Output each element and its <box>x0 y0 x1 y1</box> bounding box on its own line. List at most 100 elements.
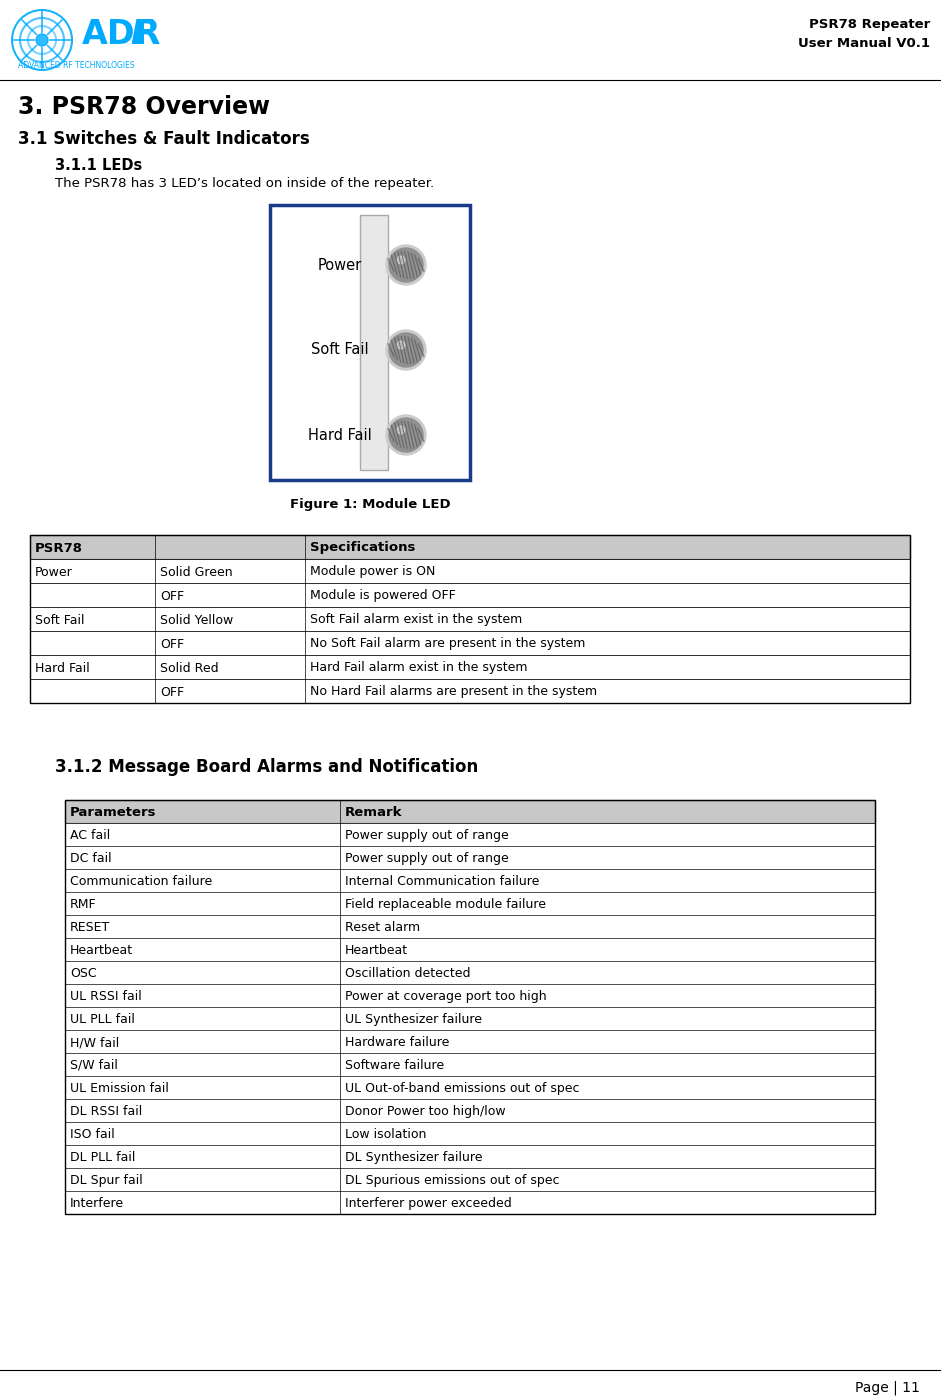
Text: Page | 11: Page | 11 <box>855 1381 920 1395</box>
Circle shape <box>389 418 423 452</box>
Text: Hard Fail: Hard Fail <box>308 428 372 443</box>
Text: Low isolation: Low isolation <box>345 1128 426 1141</box>
Text: OFF: OFF <box>160 590 184 603</box>
Circle shape <box>397 341 405 350</box>
Bar <box>65 870 875 892</box>
Circle shape <box>389 247 423 282</box>
Text: Hard Fail alarm exist in the system: Hard Fail alarm exist in the system <box>310 661 528 674</box>
Text: Heartbeat: Heartbeat <box>345 944 408 958</box>
Text: ISO fail: ISO fail <box>70 1128 115 1141</box>
Text: PSR78 Repeater
User Manual V0.1: PSR78 Repeater User Manual V0.1 <box>798 18 930 50</box>
Bar <box>65 846 875 870</box>
Text: UL Out-of-band emissions out of spec: UL Out-of-band emissions out of spec <box>345 1082 580 1095</box>
Text: OSC: OSC <box>70 967 97 980</box>
Text: Reset alarm: Reset alarm <box>345 921 420 934</box>
Text: PSR78: PSR78 <box>35 541 83 555</box>
Circle shape <box>397 426 405 433</box>
Text: Solid Red: Solid Red <box>160 661 218 674</box>
Text: Internal Communication failure: Internal Communication failure <box>345 875 539 888</box>
Text: RESET: RESET <box>70 921 110 934</box>
Bar <box>30 607 910 630</box>
Text: 3.1.1 LEDs: 3.1.1 LEDs <box>55 158 142 173</box>
Text: Heartbeat: Heartbeat <box>70 944 133 958</box>
Circle shape <box>389 333 423 368</box>
Text: Power: Power <box>318 257 362 273</box>
Text: Hardware failure: Hardware failure <box>345 1036 450 1048</box>
Text: H/W fail: H/W fail <box>70 1036 120 1048</box>
Text: Interferer power exceeded: Interferer power exceeded <box>345 1197 512 1211</box>
Text: Power supply out of range: Power supply out of range <box>345 829 509 842</box>
Text: DC fail: DC fail <box>70 851 112 865</box>
Text: DL Spur fail: DL Spur fail <box>70 1174 143 1187</box>
Text: 3. PSR78 Overview: 3. PSR78 Overview <box>18 95 270 119</box>
Bar <box>65 1123 875 1145</box>
Text: UL Emission fail: UL Emission fail <box>70 1082 168 1095</box>
Bar <box>30 679 910 703</box>
Text: Module power is ON: Module power is ON <box>310 566 436 579</box>
Bar <box>65 1145 875 1167</box>
Circle shape <box>36 34 48 46</box>
Circle shape <box>386 415 426 454</box>
Text: DL PLL fail: DL PLL fail <box>70 1151 136 1165</box>
Text: Software failure: Software failure <box>345 1060 444 1072</box>
Bar <box>65 1030 875 1053</box>
Text: No Hard Fail alarms are present in the system: No Hard Fail alarms are present in the s… <box>310 685 598 699</box>
Bar <box>65 823 875 846</box>
Text: The PSR78 has 3 LED’s located on inside of the repeater.: The PSR78 has 3 LED’s located on inside … <box>55 178 434 190</box>
Bar <box>65 938 875 960</box>
Text: Field replaceable module failure: Field replaceable module failure <box>345 898 546 911</box>
Bar <box>65 892 875 916</box>
Text: Power: Power <box>35 566 72 579</box>
Text: Power at coverage port too high: Power at coverage port too high <box>345 990 547 1002</box>
Text: UL Synthesizer failure: UL Synthesizer failure <box>345 1014 482 1026</box>
Text: Remark: Remark <box>345 807 403 819</box>
Bar <box>65 960 875 984</box>
Bar <box>65 1053 875 1076</box>
Bar <box>65 1099 875 1123</box>
Text: ADR: ADR <box>82 18 161 52</box>
Text: Communication failure: Communication failure <box>70 875 213 888</box>
Text: No Soft Fail alarm are present in the system: No Soft Fail alarm are present in the sy… <box>310 637 585 650</box>
Text: Figure 1: Module LED: Figure 1: Module LED <box>290 498 451 512</box>
Bar <box>65 1167 875 1191</box>
Text: F: F <box>130 18 152 52</box>
Text: RMF: RMF <box>70 898 97 911</box>
Text: DL RSSI fail: DL RSSI fail <box>70 1104 142 1118</box>
Text: Module is powered OFF: Module is powered OFF <box>310 590 455 603</box>
Circle shape <box>397 256 405 264</box>
Text: Soft Fail: Soft Fail <box>35 614 85 626</box>
Bar <box>65 984 875 1007</box>
Text: DL Spurious emissions out of spec: DL Spurious emissions out of spec <box>345 1174 560 1187</box>
Text: Interfere: Interfere <box>70 1197 124 1211</box>
Bar <box>65 1076 875 1099</box>
Text: Specifications: Specifications <box>310 541 415 555</box>
Text: Donor Power too high/low: Donor Power too high/low <box>345 1104 505 1118</box>
Bar <box>30 559 910 583</box>
Text: UL PLL fail: UL PLL fail <box>70 1014 135 1026</box>
Text: Solid Yellow: Solid Yellow <box>160 614 233 626</box>
Text: OFF: OFF <box>160 637 184 650</box>
Text: Parameters: Parameters <box>70 807 156 819</box>
Bar <box>30 656 910 679</box>
Bar <box>65 800 875 823</box>
Text: Power supply out of range: Power supply out of range <box>345 851 509 865</box>
Bar <box>65 916 875 938</box>
Text: ADVANCED RF TECHNOLOGIES: ADVANCED RF TECHNOLOGIES <box>18 60 135 70</box>
Text: DL Synthesizer failure: DL Synthesizer failure <box>345 1151 483 1165</box>
Text: Solid Green: Solid Green <box>160 566 232 579</box>
Bar <box>65 1191 875 1213</box>
Bar <box>30 535 910 559</box>
Bar <box>30 535 910 703</box>
Bar <box>360 215 388 470</box>
Text: AC fail: AC fail <box>70 829 110 842</box>
Text: Soft Fail: Soft Fail <box>311 343 369 358</box>
Text: OFF: OFF <box>160 685 184 699</box>
Bar <box>65 1007 875 1030</box>
Circle shape <box>386 330 426 370</box>
Text: 3.1.2 Message Board Alarms and Notification: 3.1.2 Message Board Alarms and Notificat… <box>55 758 478 776</box>
Text: S/W fail: S/W fail <box>70 1060 118 1072</box>
Text: Oscillation detected: Oscillation detected <box>345 967 470 980</box>
Text: Soft Fail alarm exist in the system: Soft Fail alarm exist in the system <box>310 614 522 626</box>
Bar <box>270 206 470 480</box>
Circle shape <box>386 245 426 285</box>
